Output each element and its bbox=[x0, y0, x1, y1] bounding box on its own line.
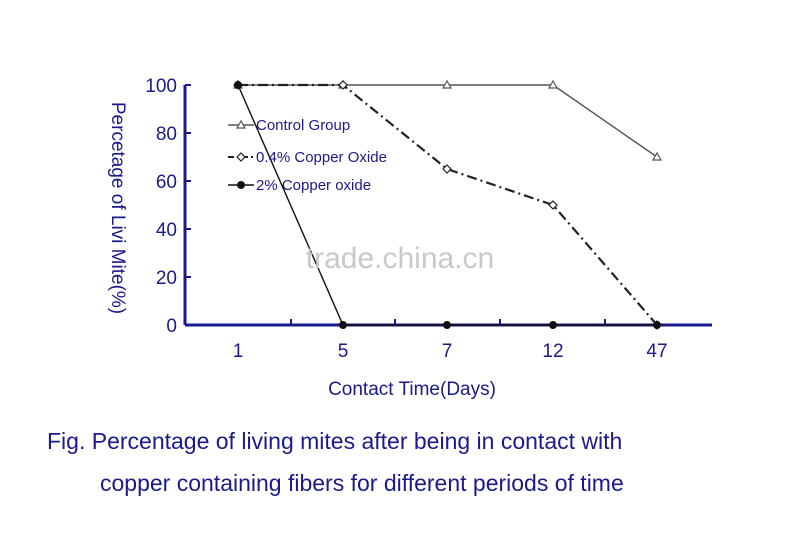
x-axis-label: Contact Time(Days) bbox=[328, 379, 496, 400]
data-point bbox=[443, 321, 451, 329]
x-tick-label: 12 bbox=[542, 341, 563, 362]
data-point bbox=[651, 151, 663, 161]
data-point bbox=[653, 321, 661, 329]
data-point bbox=[548, 200, 558, 210]
caption-line-2: copper containing fibers for different p… bbox=[100, 470, 624, 496]
data-point bbox=[549, 321, 557, 329]
x-tick-label: 5 bbox=[338, 341, 349, 362]
legend-swatch-marker bbox=[236, 152, 246, 162]
x-axis-ticks: 1 5 7 12 47 bbox=[233, 319, 668, 362]
y-tick-label: 100 bbox=[145, 76, 177, 97]
line-chart: 0 20 40 60 80 100 1 5 7 12 47 Control Group 0.4% C… bbox=[107, 76, 712, 400]
data-point bbox=[441, 79, 453, 89]
x-tick-label: 47 bbox=[646, 341, 667, 362]
y-axis-label: Percetage of Livi Mite(%) bbox=[107, 102, 128, 314]
legend-entry: 2% Copper oxide bbox=[256, 177, 371, 194]
series-2-copper-oxide bbox=[234, 81, 661, 329]
data-point bbox=[234, 81, 242, 89]
caption-line-1: Fig. Percentage of living mites after be… bbox=[47, 428, 623, 454]
y-tick-label: 0 bbox=[166, 316, 177, 337]
y-axis-ticks: 0 20 40 60 80 100 bbox=[145, 76, 191, 337]
legend-entry: 0.4% Copper Oxide bbox=[256, 149, 387, 166]
y-tick-label: 20 bbox=[156, 268, 177, 289]
chart-legend: Control Group 0.4% Copper Oxide 2% Copper … bbox=[228, 117, 387, 194]
data-point bbox=[442, 164, 452, 174]
data-point bbox=[547, 79, 559, 89]
x-tick-label: 7 bbox=[442, 341, 453, 362]
legend-swatch-marker bbox=[235, 119, 247, 129]
series-line bbox=[238, 83, 658, 326]
data-point bbox=[338, 80, 348, 90]
y-tick-label: 60 bbox=[156, 172, 177, 193]
chart-series bbox=[232, 79, 663, 330]
y-tick-label: 80 bbox=[156, 124, 177, 145]
y-tick-label: 40 bbox=[156, 220, 177, 241]
legend-swatch-marker bbox=[237, 181, 245, 189]
legend-entry: Control Group bbox=[256, 117, 350, 134]
data-point bbox=[339, 321, 347, 329]
watermark-text: trade.china.cn bbox=[306, 242, 494, 275]
x-tick-label: 1 bbox=[233, 341, 244, 362]
